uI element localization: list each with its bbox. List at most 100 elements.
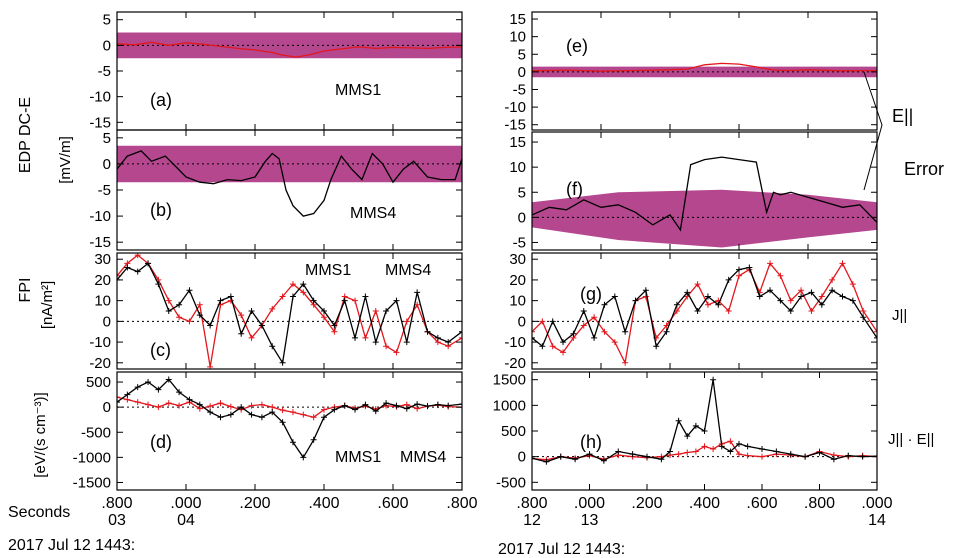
- y-tick-label-b: -15: [89, 234, 111, 251]
- data-point-c-mms1: [300, 289, 307, 296]
- x-tick-label-h: .200: [631, 495, 662, 512]
- data-point-g-mms1: [849, 281, 856, 288]
- data-point-d-mms1: [117, 394, 120, 401]
- legend-c-mms4: MMS4: [385, 262, 431, 279]
- series-line-g-mms1: [532, 262, 877, 365]
- data-point-c-mms4: [145, 260, 152, 267]
- x-sub-label-h: 13: [581, 512, 599, 529]
- data-point-h-mms1: [736, 451, 742, 458]
- data-point-c-mms4: [434, 334, 441, 341]
- plot-frame-a: [116, 11, 463, 131]
- data-point-c-mms4: [279, 359, 286, 366]
- x-tick-label-d: .000: [170, 495, 201, 512]
- y-tick-label-e: -5: [513, 81, 526, 98]
- data-point-g-mms4: [663, 328, 670, 335]
- data-point-d-mms4: [372, 408, 379, 415]
- panel-c: 30 20 10 0 -10 -20 (c) MMS1 MMS4: [89, 251, 463, 372]
- data-point-c-mms4: [165, 308, 172, 314]
- error-band-a: [117, 32, 462, 59]
- panel-label-g: (g): [580, 284, 602, 304]
- efield-axis-title: EDP DC-E: [17, 97, 34, 173]
- y-tick-label-g: -20: [504, 355, 526, 372]
- data-point-d-mms4: [279, 419, 286, 426]
- x-sub-label-d: 03: [108, 512, 126, 529]
- data-point-c-mms4: [362, 293, 369, 300]
- y-tick-label-f: 0: [518, 209, 526, 226]
- data-point-g-mms4: [570, 330, 577, 337]
- y-tick-label-f: -5: [513, 234, 526, 251]
- data-point-h-mms1: [684, 449, 691, 456]
- data-point-d-mms4: [459, 401, 462, 408]
- data-point-c-mms4: [238, 330, 245, 337]
- data-point-d-mms4: [310, 436, 317, 443]
- data-point-g-mms1: [829, 276, 836, 283]
- x-sub-label-h: 12: [523, 512, 541, 529]
- data-point-d-mms1: [321, 406, 327, 413]
- data-point-d-mms1: [227, 403, 234, 410]
- y-tick-label-e: -15: [504, 117, 526, 134]
- data-point-c-mms4: [341, 297, 348, 304]
- data-point-d-mms4: [445, 402, 452, 409]
- error-band-e: [532, 66, 877, 78]
- data-point-d-mms1: [258, 401, 265, 408]
- data-point-g-mms4: [622, 328, 629, 335]
- y-tick-label-a: -10: [89, 89, 111, 106]
- data-point-c-mms4: [186, 287, 193, 294]
- data-point-d-mms4: [341, 402, 348, 409]
- x-tick-label-h: .800: [804, 495, 835, 512]
- data-point-h-mms4: [816, 449, 823, 456]
- data-point-h-mms4: [586, 451, 593, 458]
- y-tick-label-d: -500: [81, 424, 111, 441]
- y-tick-label-h: 1500: [493, 372, 526, 389]
- data-point-d-mms4: [352, 406, 359, 413]
- y-tick-label-b: 0: [103, 156, 111, 173]
- data-point-g-mms4: [549, 318, 556, 325]
- data-point-d-mms1: [165, 400, 172, 407]
- data-point-c-mms4: [300, 281, 307, 288]
- data-point-d-mms4: [321, 414, 327, 421]
- data-point-c-mms1: [403, 318, 410, 325]
- y-tick-label-e: 5: [518, 46, 526, 63]
- x-tick-label-h: .400: [689, 495, 720, 512]
- series-line-f-mms4: [532, 156, 877, 232]
- date-label-left: 2017 Jul 12 1443:: [8, 537, 135, 554]
- data-point-d-mms4: [424, 403, 431, 410]
- y-tick-label-f: 5: [518, 184, 526, 201]
- data-point-h-mms4: [532, 455, 535, 462]
- data-point-g-mms4: [591, 334, 598, 341]
- x-tick-label-d: .600: [377, 495, 408, 512]
- data-point-g-mms4: [736, 266, 742, 273]
- data-point-h-mms4: [759, 445, 765, 452]
- data-point-g-mms4: [746, 264, 753, 271]
- data-point-g-mms1: [860, 308, 867, 314]
- data-point-g-mms4: [694, 308, 701, 314]
- panel-g: 30 20 10 0 -10 -20 (g): [504, 251, 878, 372]
- data-point-c-mms1: [196, 301, 203, 308]
- data-point-h-mms1: [710, 445, 717, 452]
- y-tick-label-g: 0: [518, 313, 526, 330]
- data-point-c-mms4: [414, 289, 421, 296]
- data-point-d-mms1: [248, 402, 255, 409]
- error-band-f: [532, 189, 877, 248]
- data-point-g-mms4: [777, 297, 784, 304]
- data-point-g-mms1: [549, 343, 556, 350]
- data-point-c-mms4: [403, 339, 410, 346]
- x-sub-label-d: 04: [177, 512, 195, 529]
- data-point-d-mms1: [310, 414, 317, 421]
- y-tick-label-c: 0: [103, 313, 111, 330]
- data-point-d-mms4: [393, 402, 400, 409]
- data-point-g-mms1: [787, 297, 794, 304]
- data-point-d-mms4: [248, 411, 255, 418]
- panel-label-e: (e): [566, 36, 588, 56]
- y-tick-label-d: -1500: [73, 474, 111, 491]
- data-point-g-mms4: [611, 293, 618, 300]
- x-tick-label-d: .400: [308, 495, 339, 512]
- data-point-h-mms4: [859, 453, 866, 460]
- data-point-d-mms4: [176, 389, 183, 396]
- series-line-g-mms4: [532, 266, 877, 348]
- data-point-c-mms4: [248, 308, 255, 314]
- data-point-d-mms4: [134, 384, 141, 391]
- data-point-g-mms4: [560, 339, 567, 346]
- data-point-d-mms4: [403, 405, 410, 412]
